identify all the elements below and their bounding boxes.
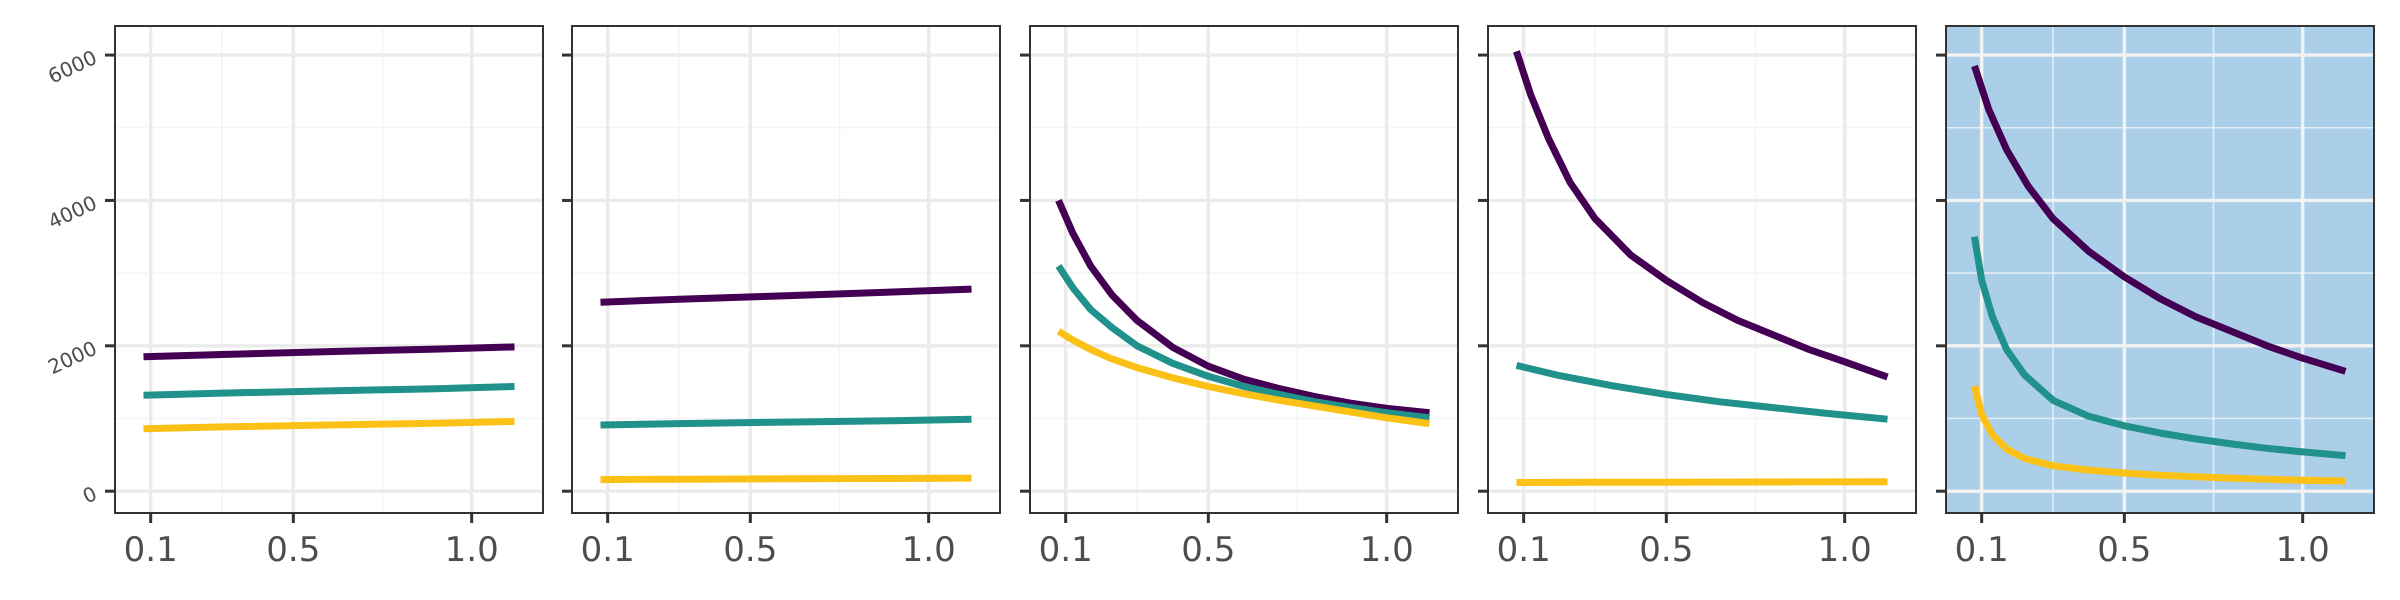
series-line-purple [1513, 50, 1889, 381]
panel-background [572, 26, 1000, 513]
x-tick-label: 0.5 [266, 530, 320, 570]
series-line-teal [1515, 361, 1888, 423]
series-line-yellow [1056, 328, 1430, 428]
panel-3: 0.1 0.5 1.0 [1020, 25, 1459, 570]
panel-background [1488, 26, 1916, 513]
series-line-purple [143, 343, 515, 361]
series-line-yellow [600, 474, 972, 484]
panel-1: 0.1 0.5 1.0 0 2000 4000 6000 [44, 25, 544, 570]
series-line-purple [1971, 64, 2347, 375]
y-tick-label: 6000 [44, 45, 100, 88]
panel-4: 0.1 0.5 1.0 [1478, 25, 1917, 570]
series-line-teal [1971, 236, 2346, 460]
panel-5: 0.1 0.5 1.0 [1936, 25, 2375, 570]
x-tick-label: 0.1 [124, 530, 178, 570]
panel-2: 0.1 0.5 1.0 [562, 25, 1001, 570]
x-tick-label: 1.0 [1360, 530, 1414, 570]
x-tick-label: 0.1 [1497, 530, 1551, 570]
x-tick-label: 1.0 [902, 530, 956, 570]
series-line-yellow [1516, 478, 1888, 486]
x-tick-label: 0.1 [1955, 530, 2009, 570]
x-tick-label: 0.1 [1039, 530, 1093, 570]
series-line-yellow [143, 417, 515, 433]
series-line-purple [1055, 199, 1430, 417]
x-tick-label: 0.5 [1181, 530, 1235, 570]
series-line-teal [600, 415, 972, 429]
panel-border [1029, 25, 1459, 514]
panel-border [1945, 25, 2375, 514]
panel-border [114, 25, 544, 514]
x-tick-label: 1.0 [2276, 530, 2330, 570]
panel-border [1487, 25, 1917, 514]
x-tick-label: 0.5 [723, 530, 777, 570]
x-tick-label: 1.0 [1818, 530, 1872, 570]
x-tick-label: 0.1 [581, 530, 635, 570]
y-tick-label: 0 [79, 481, 101, 508]
y-tick-label: 4000 [44, 190, 100, 233]
panel-background [115, 26, 543, 513]
x-tick-label: 0.5 [1639, 530, 1693, 570]
x-tick-label: 0.5 [2097, 530, 2151, 570]
y-tick-label: 2000 [44, 336, 100, 379]
x-tick-label: 1.0 [445, 530, 499, 570]
panel-background [1946, 26, 2374, 513]
series-line-yellow [1971, 384, 2346, 485]
series-line-purple [600, 285, 972, 306]
panel-border [571, 25, 1001, 514]
series-line-teal [1055, 263, 1430, 422]
series-line-teal [143, 383, 515, 399]
